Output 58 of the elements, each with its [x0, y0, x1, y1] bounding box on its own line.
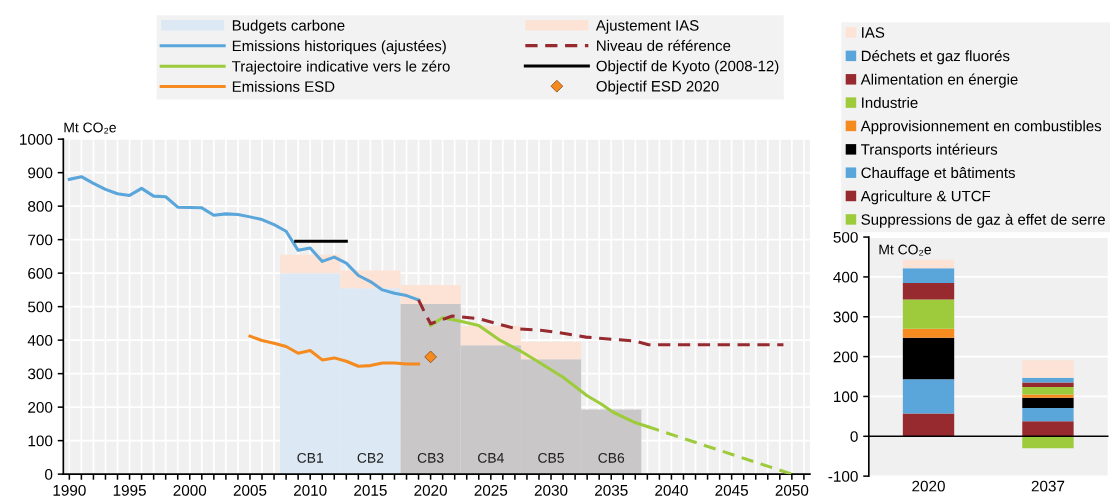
y-tick-label: 200	[28, 402, 53, 413]
y-tick-label: 200	[833, 351, 858, 363]
y-tick-label: 300	[28, 368, 53, 380]
y-tick-label: 500	[28, 301, 53, 313]
y-axis-title: Mt CO₂e	[64, 122, 116, 134]
y-tick-label: 500	[833, 231, 858, 243]
x-tick-label: 2010	[293, 484, 327, 496]
x-tick-label: 2045	[715, 484, 748, 496]
legend-label: Niveau de référence	[597, 39, 731, 52]
y-tick-label: 400	[27, 335, 53, 346]
legend-label: Objectif ESD 2020	[596, 80, 719, 95]
annotation: CB2	[357, 452, 384, 463]
legend-label: IAS	[862, 27, 885, 38]
x-tick-label: 2037	[1031, 480, 1065, 492]
x-tick-label: 1990	[53, 484, 86, 496]
annotation: CB6	[598, 452, 625, 463]
annotation: CB1	[297, 452, 324, 463]
x-tick-label: 2015	[354, 484, 387, 496]
y-tick-label: 700	[28, 234, 53, 246]
annotation: CB5	[538, 452, 564, 463]
x-tick-label: 2020	[912, 480, 945, 492]
y-tick-label: 600	[28, 268, 53, 279]
x-tick-label: 1995	[113, 484, 146, 496]
x-tick-label: 2025	[474, 484, 508, 496]
legend-label: Ajustement IAS	[595, 19, 699, 34]
legend-label: Déchets et gaz fluorés	[861, 50, 1010, 65]
legend-label: Emissions historiques (ajustées)	[232, 40, 446, 55]
y-tick-label: 100	[28, 435, 53, 447]
legend-label: Alimentation en énergie	[860, 73, 1018, 88]
legend-label: Chauffage et bâtiments	[861, 167, 1015, 182]
legend-label: Industrie	[862, 96, 918, 109]
x-tick-label: 2030	[534, 484, 568, 496]
x-tick-label: 2005	[233, 484, 267, 496]
legend-label: Objectif de Kyoto (2008-12)	[596, 60, 779, 75]
x-tick-label: 2040	[655, 484, 688, 496]
legend-label: Transports intérieurs	[861, 143, 998, 158]
legend-label: Approvisionnement en combustibles	[860, 120, 1102, 135]
legend-label: Budgets carbone	[232, 19, 345, 34]
y-tick-label: 100	[834, 391, 858, 403]
y-tick-label: 0	[850, 431, 858, 442]
y-tick-label: 400	[833, 271, 858, 283]
y-tick-label: 800	[28, 201, 53, 212]
y-tick-label: -100	[828, 470, 858, 482]
y-tick-label: 300	[833, 311, 858, 323]
y-axis-title: Mt CO₂e	[879, 244, 931, 256]
legend-label: Suppressions de gaz à effet de serre	[861, 213, 1105, 228]
x-tick-label: 2035	[595, 484, 628, 496]
annotation: CB3	[417, 452, 444, 463]
y-tick-label: 900	[28, 167, 53, 179]
legend-label: Emissions ESD	[232, 80, 335, 92]
legend-label: Agriculture & UTCF	[860, 190, 991, 205]
legend-label: Trajectoire indicative vers le zéro	[232, 60, 450, 75]
x-tick-label: 2050	[775, 484, 809, 496]
x-tick-label: 2000	[173, 484, 207, 496]
x-tick-label: 2020	[414, 484, 447, 496]
y-tick-label: 0	[45, 469, 53, 480]
annotation: CB4	[478, 452, 504, 463]
y-tick-label: 1000	[20, 134, 53, 145]
